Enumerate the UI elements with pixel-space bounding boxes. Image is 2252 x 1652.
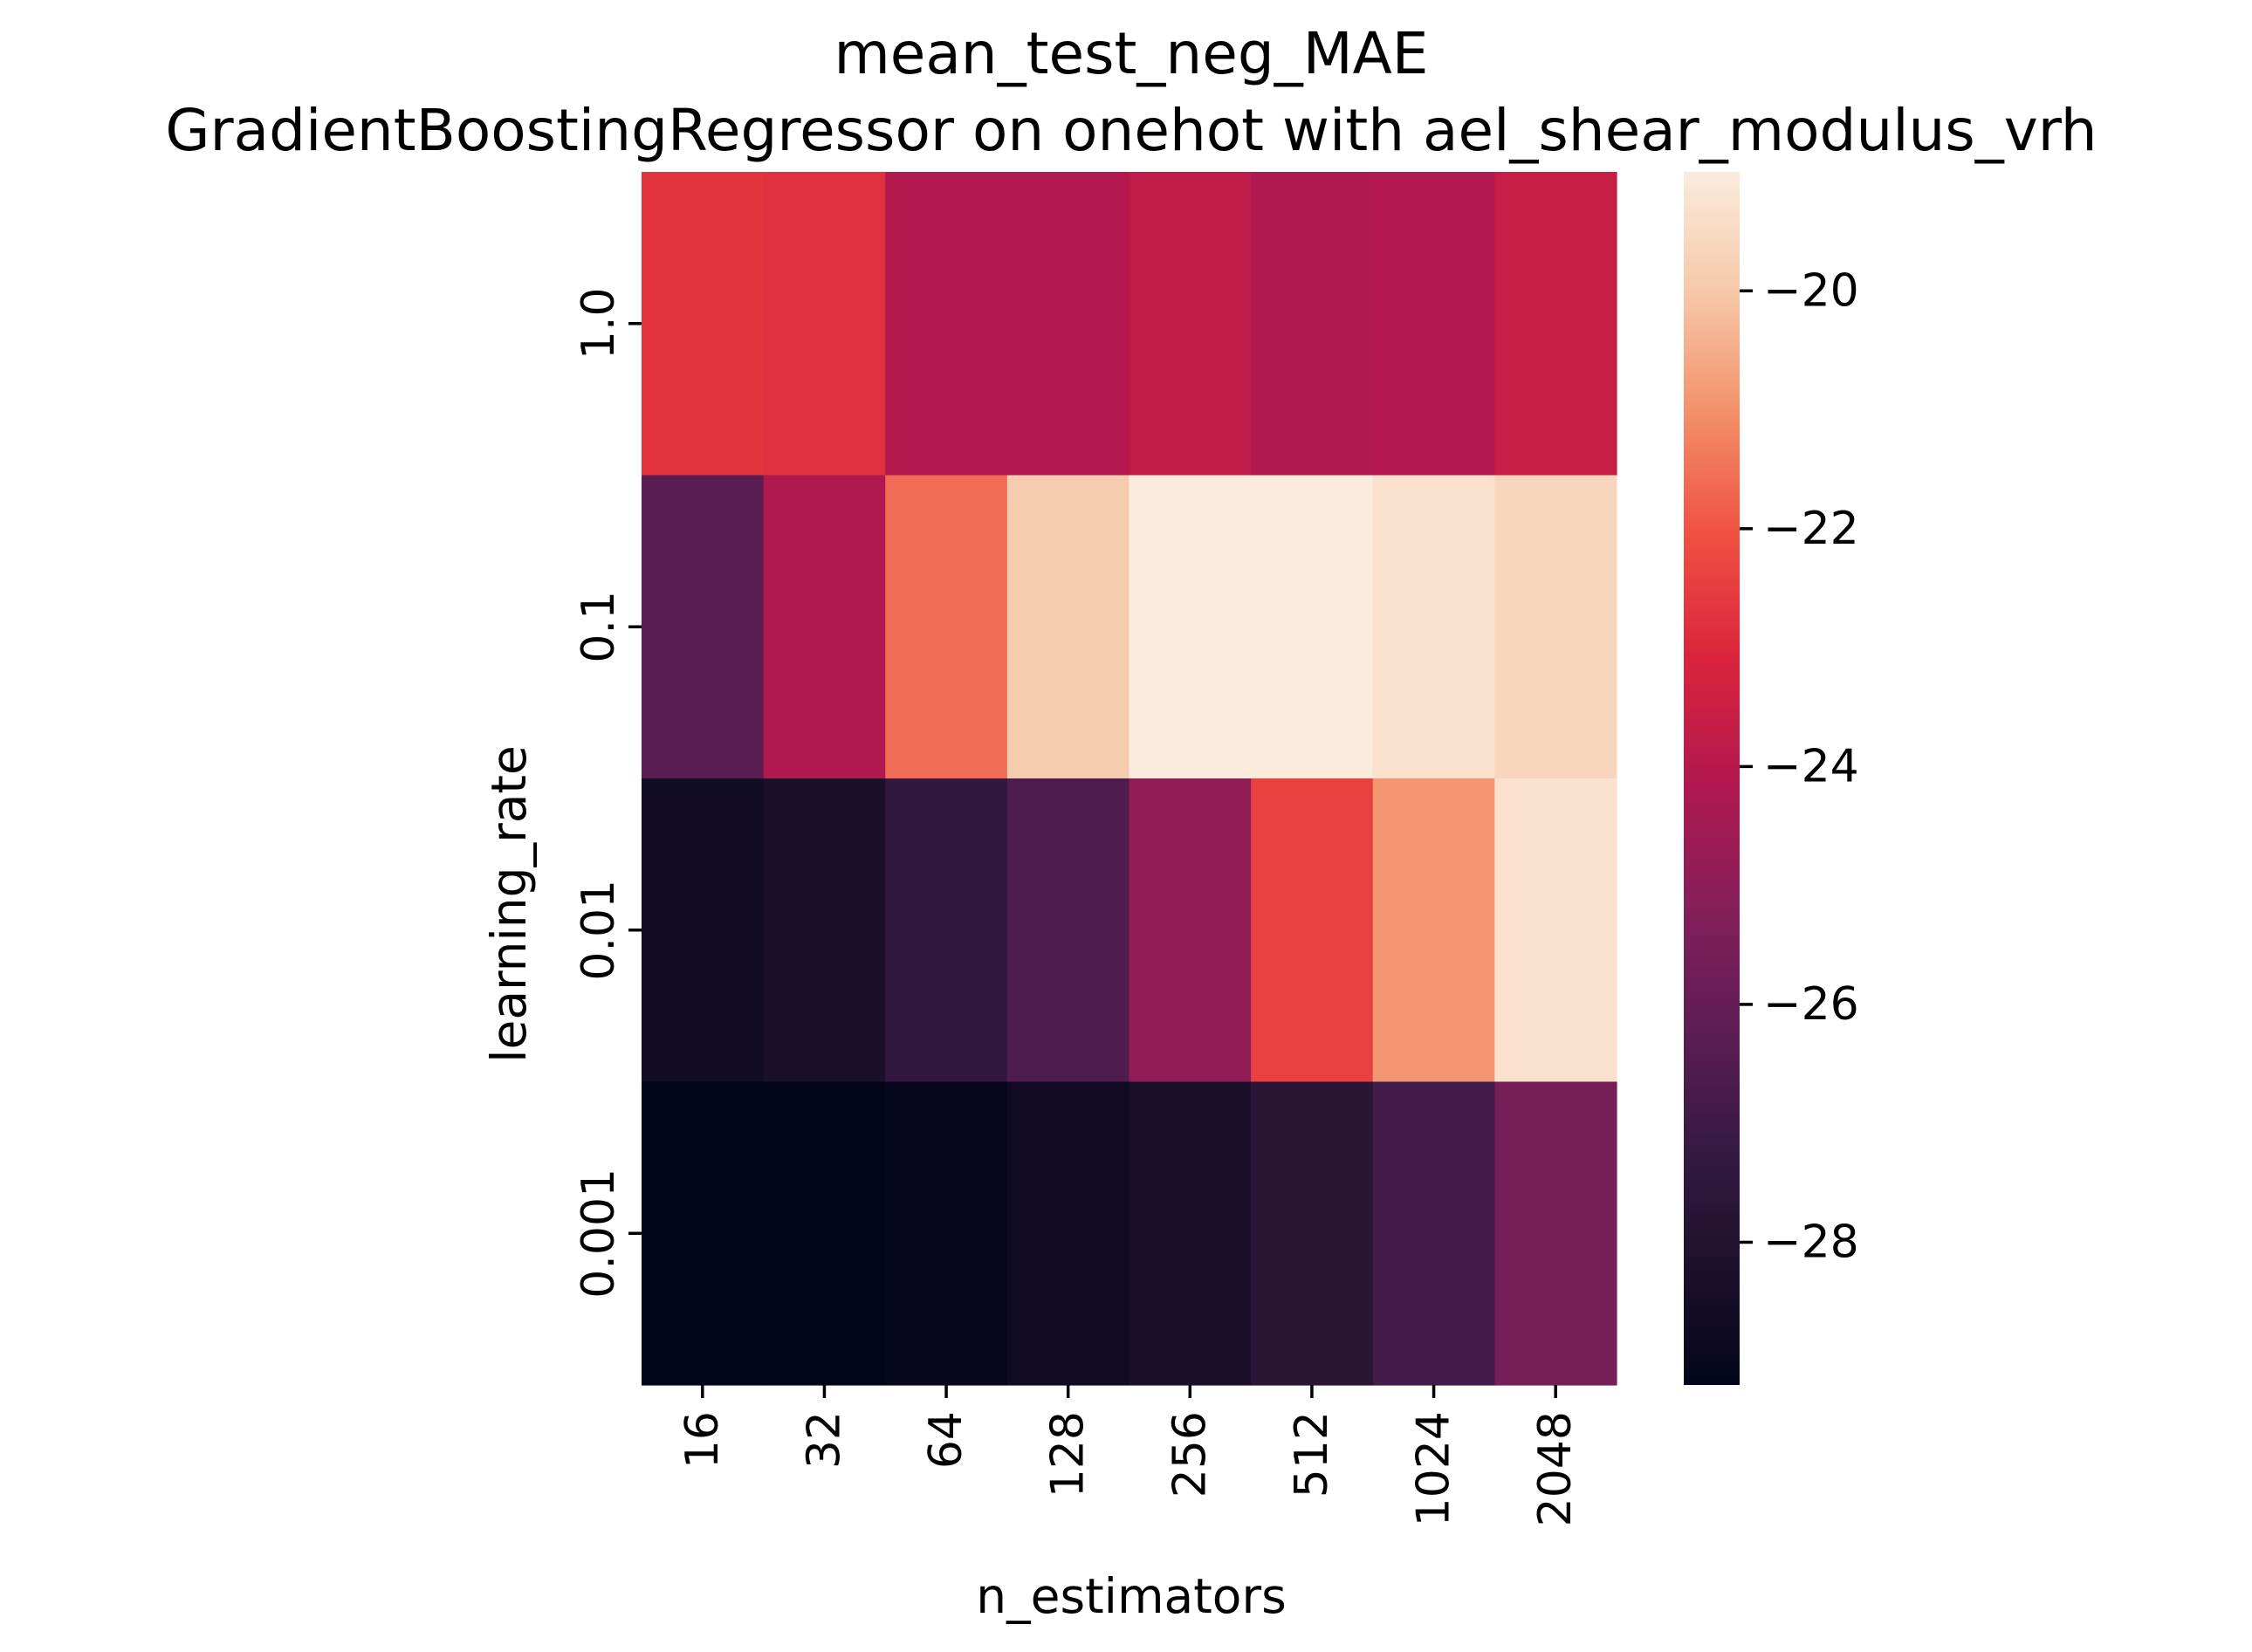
heatmap-cells xyxy=(642,172,1617,1386)
heatmap-cell xyxy=(1251,475,1374,779)
heatmap-cell xyxy=(1372,778,1495,1083)
colorbar-tick-label: −28 xyxy=(1763,1216,1859,1268)
heatmap-cell xyxy=(1006,172,1130,476)
heatmap-cell xyxy=(1129,778,1252,1083)
heatmap-cell xyxy=(1494,1081,1617,1386)
heatmap-cell xyxy=(1129,172,1252,476)
heatmap-cell xyxy=(1494,475,1617,779)
heatmap-cell xyxy=(885,778,1008,1083)
heatmap-cell xyxy=(1251,172,1374,476)
heatmap-cell xyxy=(1251,1081,1374,1386)
heatmap-cell xyxy=(763,1081,886,1386)
heatmap-cell xyxy=(1251,778,1374,1083)
heatmap-cell xyxy=(642,778,765,1083)
x-tick-label: 16 xyxy=(676,1411,729,1469)
y-axis-label: learning_rate xyxy=(481,745,537,1063)
heatmap-cell xyxy=(1494,172,1617,476)
x-tick-label: 256 xyxy=(1164,1411,1216,1498)
heatmap-cell xyxy=(1372,172,1495,476)
heatmap-cell xyxy=(1372,1081,1495,1386)
heatmap-cell xyxy=(763,475,886,779)
heatmap-cell xyxy=(1129,475,1252,779)
x-tick-label: 1024 xyxy=(1408,1411,1460,1526)
y-tick-label: 0.1 xyxy=(573,591,625,663)
colorbar-gradient xyxy=(1684,172,1740,1385)
heatmap-cell xyxy=(642,172,765,476)
colorbar: −20 −22 −24 −26 −28 xyxy=(1684,172,1859,1385)
y-tick-label: 0.001 xyxy=(573,1169,625,1299)
colorbar-tick-label: −22 xyxy=(1763,503,1859,555)
colorbar-tick-label: −20 xyxy=(1763,264,1859,317)
chart-title-line-2: GradientBoostingRegressor on onehot with… xyxy=(165,97,2097,164)
heatmap-cell xyxy=(763,172,886,476)
heatmap-cell xyxy=(885,475,1008,779)
x-axis-ticks: 16 32 64 128 256 512 1024 2048 xyxy=(676,1385,1582,1526)
colorbar-tick-label: −26 xyxy=(1763,978,1859,1031)
heatmap-cell xyxy=(763,778,886,1083)
chart-title-line-1: mean_test_neg_MAE xyxy=(834,20,1428,87)
heatmap-cell xyxy=(1006,1081,1130,1386)
heatmap-cell xyxy=(885,172,1008,476)
colorbar-tick-label: −24 xyxy=(1763,740,1859,792)
y-axis-ticks: 1.0 0.1 0.01 0.001 xyxy=(573,287,642,1299)
heatmap-cell xyxy=(1006,475,1130,779)
heatmap-cell xyxy=(885,1081,1008,1386)
heatmap-cell xyxy=(642,1081,765,1386)
heatmap-cell xyxy=(1006,778,1130,1083)
heatmap-cell xyxy=(1494,778,1617,1083)
heatmap-cell xyxy=(1372,475,1495,779)
heatmap-cell xyxy=(1129,1081,1252,1386)
x-tick-label: 64 xyxy=(920,1411,972,1469)
x-tick-label: 32 xyxy=(798,1411,850,1469)
y-tick-label: 1.0 xyxy=(573,287,625,360)
heatmap-cell xyxy=(642,475,765,779)
x-tick-label: 512 xyxy=(1286,1411,1338,1498)
x-tick-label: 2048 xyxy=(1529,1411,1582,1526)
x-axis-label: n_estimators xyxy=(976,1568,1286,1624)
y-tick-label: 0.01 xyxy=(573,880,625,981)
x-tick-label: 128 xyxy=(1042,1411,1095,1498)
